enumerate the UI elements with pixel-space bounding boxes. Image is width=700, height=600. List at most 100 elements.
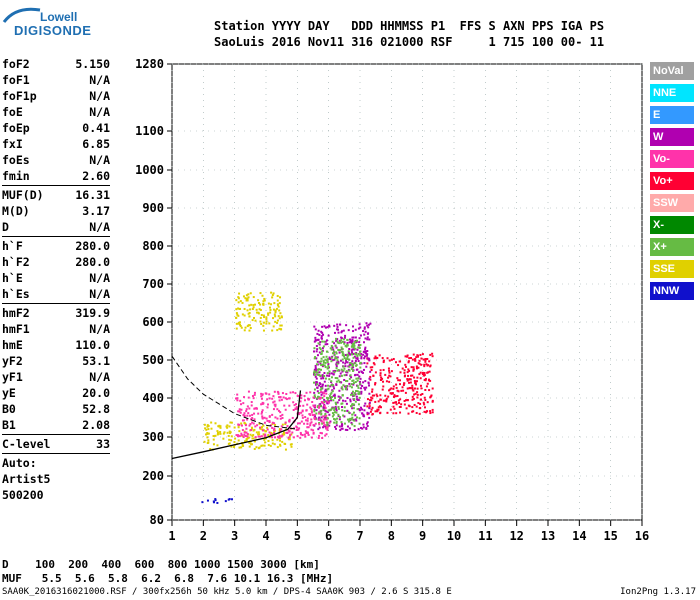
echo-point <box>348 365 351 368</box>
echo-point <box>431 408 434 411</box>
echo-point <box>357 398 360 401</box>
echo-point <box>409 356 412 359</box>
echo-point <box>216 431 219 434</box>
echo-point <box>325 414 328 417</box>
echo-point <box>272 325 275 328</box>
echo-point <box>257 431 260 434</box>
echo-point <box>223 431 226 434</box>
param-name: fxI <box>2 137 23 151</box>
echo-point <box>388 380 391 383</box>
echo-point <box>404 391 407 394</box>
echo-point <box>372 374 375 377</box>
echo-point <box>396 377 399 380</box>
echo-point <box>392 405 395 408</box>
echo-point <box>248 414 251 417</box>
echo-point <box>430 394 433 397</box>
echo-point <box>239 300 242 303</box>
echo-point <box>412 397 415 400</box>
echo-point <box>271 436 274 439</box>
echo-point <box>206 432 209 435</box>
echo-point <box>319 383 322 386</box>
echo-point <box>396 389 399 392</box>
echo-point <box>357 428 360 431</box>
echo-point <box>313 350 316 353</box>
echo-point <box>351 340 354 343</box>
x-tick-label: 4 <box>262 529 269 543</box>
echo-point <box>419 371 422 374</box>
legend-item-e: E <box>650 106 694 124</box>
echo-point <box>406 399 409 402</box>
echo-point <box>350 418 353 421</box>
echo-point <box>241 313 244 316</box>
echo-point <box>324 390 327 393</box>
echo-point <box>346 356 349 359</box>
echo-point <box>253 418 256 421</box>
echo-point <box>407 361 410 364</box>
echo-point <box>390 387 393 390</box>
echo-point <box>323 375 326 378</box>
echo-point <box>268 431 271 434</box>
echo-point <box>366 422 369 425</box>
echo-point <box>366 350 369 353</box>
echo-point <box>356 390 359 393</box>
echo-point <box>407 368 410 371</box>
echo-point <box>346 428 349 431</box>
echo-point <box>333 342 336 345</box>
echo-point <box>335 365 338 368</box>
echo-point <box>318 333 321 336</box>
echo-point <box>226 424 229 427</box>
echo-point <box>340 423 343 426</box>
echo-point <box>350 342 353 345</box>
echo-point <box>321 340 324 343</box>
echo-point <box>351 403 354 406</box>
echo-point <box>378 354 381 357</box>
echo-point <box>278 317 281 320</box>
echo-point <box>303 399 306 402</box>
echo-point <box>237 434 240 437</box>
echo-point <box>318 384 321 387</box>
echo-point <box>239 324 242 327</box>
echo-point <box>363 333 366 336</box>
echo-point <box>351 423 354 426</box>
echo-point <box>351 351 354 354</box>
echo-point <box>251 421 254 424</box>
echo-point <box>326 402 329 405</box>
echo-point <box>269 308 272 311</box>
echo-point <box>270 431 273 434</box>
echo-point <box>320 405 323 408</box>
echo-point <box>355 416 358 419</box>
echo-point <box>318 406 321 409</box>
echo-point <box>285 431 288 434</box>
echo-point <box>328 374 331 377</box>
echo-point <box>415 405 418 408</box>
echo-point <box>428 370 431 373</box>
echo-point <box>365 322 368 325</box>
echo-point <box>354 336 357 339</box>
echo-point <box>306 422 309 425</box>
echo-point <box>284 448 287 451</box>
echo-point <box>429 412 432 415</box>
echo-point <box>282 431 285 434</box>
echo-point <box>337 369 340 372</box>
echo-point <box>263 444 266 447</box>
echo-point <box>397 364 400 367</box>
echo-point <box>226 431 229 434</box>
param-name: foF2 <box>2 57 30 71</box>
echo-points <box>201 291 434 504</box>
echo-point <box>366 324 369 327</box>
echo-point <box>266 428 269 431</box>
echo-point <box>326 428 329 431</box>
echo-point <box>346 371 349 374</box>
param-name: h`F2 <box>2 255 30 269</box>
echo-point <box>360 387 363 390</box>
param-name: yE <box>2 386 16 400</box>
echo-point <box>420 387 423 390</box>
echo-point <box>296 435 299 438</box>
echo-point <box>254 425 257 428</box>
echo-point <box>398 383 401 386</box>
param-name: fmin <box>2 169 30 183</box>
echo-point <box>364 346 367 349</box>
echo-point <box>429 365 432 368</box>
echo-point <box>358 375 361 378</box>
echo-point <box>284 408 287 411</box>
